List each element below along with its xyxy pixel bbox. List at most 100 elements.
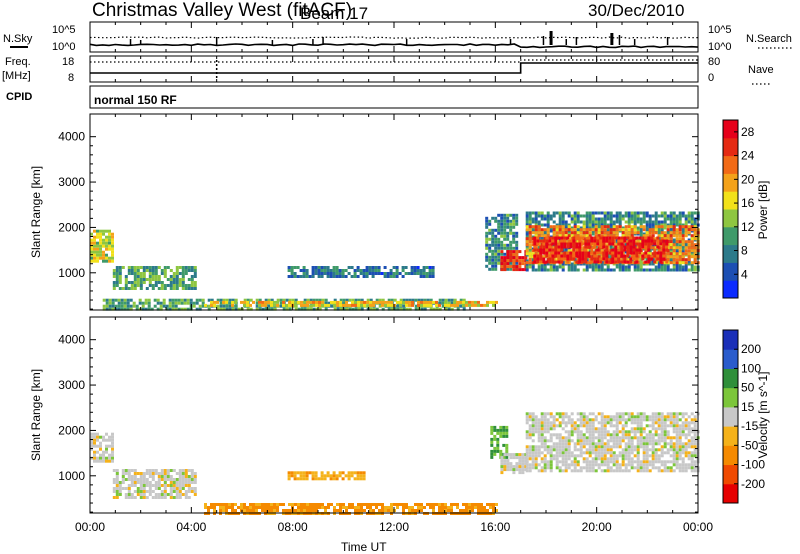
heatmap-cell [627,454,631,458]
heatmap-cell [166,478,170,481]
heatmap-cell [560,260,564,264]
heatmap-cell [362,269,366,272]
heatmap-cell [660,214,664,218]
heatmap-cell [593,239,597,243]
heatmap-cell [588,231,592,235]
heatmap-cell [645,463,649,467]
heatmap-cell [642,268,646,272]
heatmap-cell [497,240,501,244]
heatmap-cell [633,223,637,227]
heatmap-cell [315,307,319,311]
heatmap-cell [450,503,453,506]
heatmap-cell [669,229,673,233]
heatmap-cell [494,246,498,250]
heatmap-cell [528,255,532,259]
heatmap-cell [187,269,191,272]
heatmap-cell [690,223,694,227]
heatmap-cell [638,236,642,240]
heatmap-cell [468,300,471,304]
heatmap-cell [576,469,580,473]
heatmap-cell [618,211,622,215]
heatmap-cell [572,245,576,249]
heatmap-cell [693,261,697,265]
heatmap-cell [660,436,664,440]
heatmap-cell [582,225,586,229]
heatmap-cell [693,427,697,431]
heatmap-cell [521,262,525,266]
heatmap-cell [537,454,541,458]
heatmap-cell [615,457,619,461]
heatmap-cell [681,258,685,262]
heatmap-cell [654,220,658,224]
heatmap-cell [681,451,685,455]
heatmap-cell [651,436,655,440]
heatmap-cell [350,471,354,475]
heatmap-cell [528,231,532,235]
heatmap-cell [660,265,664,269]
heatmap-cell [309,509,312,512]
heatmap-cell [293,471,297,475]
heatmap-cell [666,237,670,241]
heatmap-cell [181,472,185,475]
heatmap-cell [570,439,574,443]
heatmap-cell [163,266,167,269]
heatmap-cell [669,421,673,425]
heatmap-cell [552,424,556,428]
heatmap-cell [558,442,562,446]
heatmap-cell [555,442,559,446]
heatmap-cell [588,454,592,458]
heatmap-cell [629,257,633,261]
heatmap-cell [627,265,631,269]
heatmap-cell [618,418,622,422]
heatmap-cell [540,265,544,269]
heatmap-cell [151,469,155,472]
heatmap-cell [99,244,102,248]
heatmap-cell [160,287,164,290]
heatmap-cell [681,234,685,238]
heatmap-cell [687,246,691,250]
heatmap-cell [497,261,501,265]
noise-strip: N.Sky 10^5 10^0 10^5 10^0 N.Search [3,21,792,53]
heatmap-cell [690,265,694,269]
heatmap-cell [632,236,636,240]
heatmap-cell [555,457,559,461]
date-label: 30/Dec/2010 [588,1,684,20]
heatmap-cell [620,245,624,249]
heatmap-cell [279,301,283,305]
heatmap-cell [175,481,179,484]
colorbar-segment [723,368,738,389]
heatmap-cell [588,463,592,467]
heatmap-cell [216,300,219,304]
heatmap-cell [93,256,96,260]
heatmap-cell [357,509,360,512]
heatmap-cell [111,235,114,239]
heatmap-cell [684,258,688,262]
heatmap-cell [537,214,541,218]
heatmap-cell [112,272,116,275]
heatmap-cell [377,269,381,272]
heatmap-cell [512,225,516,229]
heatmap-cell [193,487,197,490]
heatmap-cell [311,471,315,475]
heatmap-cell [151,284,155,287]
heatmap-cell [121,266,125,269]
heatmap-cell [552,457,556,461]
heatmap-cell [414,503,417,506]
heatmap-cell [660,427,664,431]
heatmap-cell [231,503,234,506]
heatmap-cell [543,457,547,461]
heatmap-cell [518,265,522,269]
y-tick-label: 1000 [58,469,85,483]
heatmap-cell [564,457,568,461]
heatmap-cell [120,307,124,311]
heatmap-cell [172,487,176,490]
heatmap-cell [160,478,164,481]
velocity-data [90,412,700,515]
heatmap-cell [105,235,108,239]
heatmap-cell [528,225,532,229]
heatmap-cell [500,222,504,226]
heatmap-cell [618,220,622,224]
heatmap-cell [141,307,145,311]
heatmap-cell [636,214,640,218]
heatmap-cell [309,304,313,308]
